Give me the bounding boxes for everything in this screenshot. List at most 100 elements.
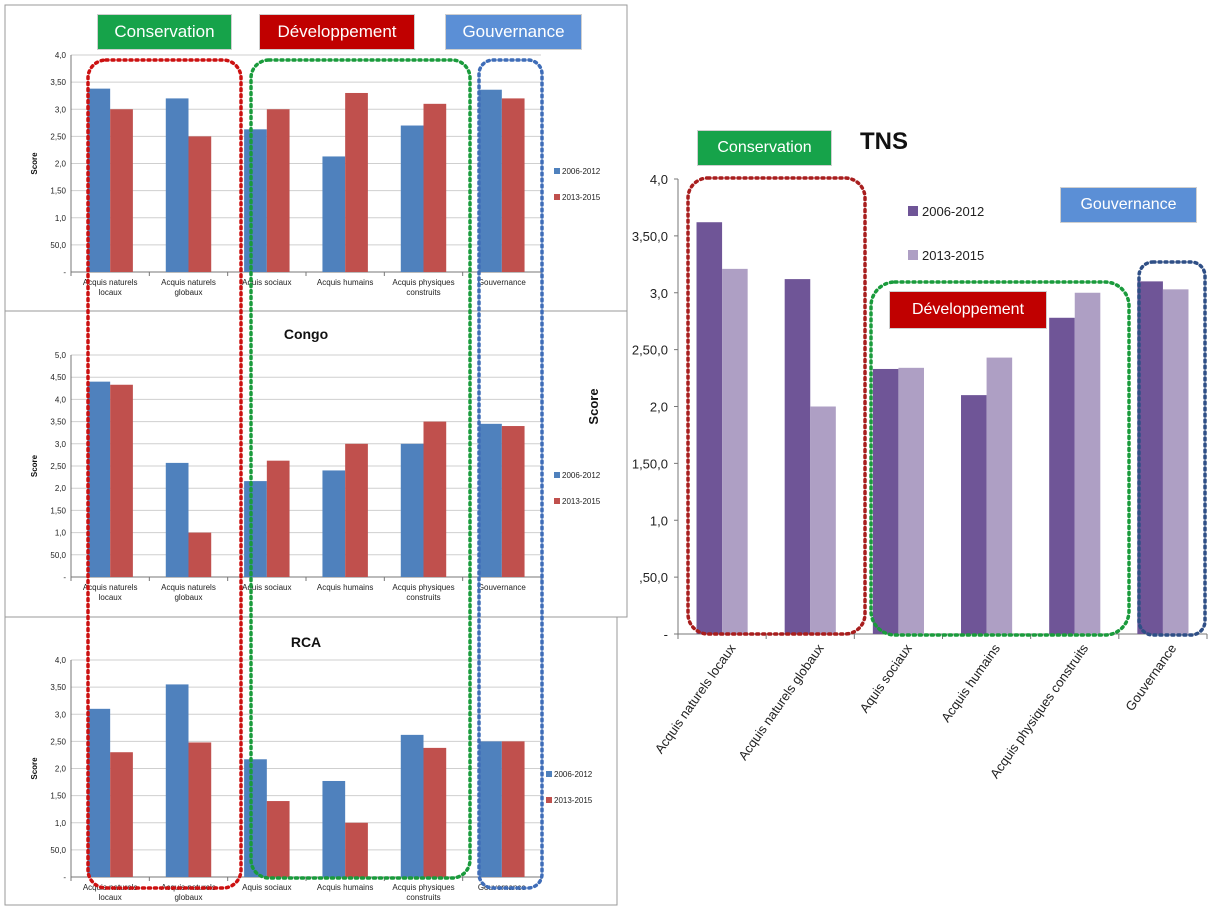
legend-label: 2013-2015	[562, 497, 601, 506]
y-tick-label: 4,50	[50, 373, 66, 382]
y-tick-label: -	[63, 573, 66, 582]
x-tick-label: Acquis humains	[317, 278, 373, 287]
y-tick-label: 3,50	[50, 683, 66, 692]
x-tick-label: Acquis humains	[317, 883, 373, 892]
y-tick-label: 3,50,0	[632, 229, 668, 244]
bar	[1137, 281, 1163, 634]
right-developpement-badge: Développement	[889, 291, 1047, 329]
dotted-box-gouvernance-right	[1137, 260, 1207, 637]
legend-swatch	[546, 797, 552, 803]
x-tick-label: locaux	[99, 893, 122, 902]
chart-title: Congo	[284, 326, 328, 342]
y-tick-label: 1,50,0	[632, 456, 668, 471]
x-tick-label: Acquis humains	[938, 641, 1003, 725]
x-tick-label: Gouvernance	[478, 583, 527, 592]
bar	[1162, 289, 1189, 634]
y-tick-label: 4,0	[55, 51, 67, 60]
y-tick-label: 2,50	[50, 737, 66, 746]
y-tick-label: 4,0	[55, 395, 67, 404]
bar	[1074, 292, 1101, 634]
bar	[961, 395, 987, 634]
left-gouvernance-badge: Gouvernance	[445, 14, 582, 50]
bar	[479, 741, 502, 877]
y-axis-label: Score	[30, 152, 39, 175]
x-tick-label: Acquis physiques	[392, 883, 454, 892]
y-tick-label: 50,0	[50, 846, 66, 855]
right-gouvernance-badge: Gouvernance	[1060, 187, 1197, 223]
dotted-box-gouvernance-left	[477, 58, 544, 890]
y-tick-label: -	[63, 873, 66, 882]
bar	[479, 423, 502, 577]
dotted-box-conservation-left	[86, 58, 243, 890]
bar	[400, 443, 424, 577]
x-tick-label: Acquis naturels	[83, 583, 138, 592]
x-tick-label: globaux	[174, 593, 202, 602]
y-tick-label: 1,0	[55, 819, 67, 828]
y-axis-label: Score	[586, 388, 601, 424]
y-tick-label: 5,0	[55, 351, 67, 360]
right-conservation-badge: Conservation	[697, 130, 832, 166]
x-tick-label: Acquis naturels	[161, 583, 216, 592]
bar	[722, 268, 748, 634]
x-tick-label: locaux	[99, 593, 122, 602]
bar	[345, 443, 368, 577]
x-tick-label: Acquis physiques construits	[987, 641, 1092, 781]
bar	[110, 384, 133, 577]
x-tick-label: locaux	[99, 288, 122, 297]
bar	[322, 470, 346, 577]
y-tick-label: 4,0	[55, 656, 67, 665]
bar	[322, 780, 346, 877]
chart-2: - 50,0 1,0 1,50 2,0 2,50 3,0 3,50 4,0 Score Acquis…	[30, 634, 593, 902]
bar	[244, 129, 267, 272]
bar	[266, 109, 290, 272]
tns-chart-title: TNS	[860, 128, 908, 155]
bar	[87, 88, 111, 272]
y-tick-label: -	[664, 627, 668, 642]
x-tick-label: globaux	[174, 893, 202, 902]
bar	[165, 462, 189, 577]
x-tick-label: Acquis physiques	[392, 583, 454, 592]
bar	[188, 136, 212, 272]
bar	[87, 708, 111, 877]
y-tick-label: 3,0	[55, 440, 67, 449]
legend-label: 2006-2012	[562, 471, 601, 480]
legend-label: 2013-2015	[562, 193, 601, 202]
x-tick-label: Acquis humains	[317, 583, 373, 592]
y-tick-label: 1,0	[55, 529, 67, 538]
bar	[423, 103, 447, 272]
legend-swatch	[908, 250, 918, 260]
x-tick-label: Gouvernance	[1122, 641, 1179, 714]
x-tick-label: construits	[406, 593, 440, 602]
bar	[423, 421, 447, 577]
y-axis-label: Score	[30, 757, 39, 780]
legend-label: 2006-2012	[922, 204, 984, 219]
bar	[872, 368, 899, 634]
x-tick-label: construits	[406, 288, 440, 297]
left-developpement-badge: Développement	[259, 14, 415, 50]
y-tick-label: 2,0	[55, 160, 67, 169]
x-tick-label: Acquis naturels	[161, 278, 216, 287]
y-tick-label: 1,0	[650, 513, 668, 528]
x-tick-label: Aquis sociaux	[242, 278, 291, 287]
x-tick-label: Aquis sociaux	[857, 641, 916, 716]
bar	[696, 222, 723, 634]
bar	[810, 406, 836, 634]
x-tick-label: Acquis naturels	[161, 883, 216, 892]
bar	[423, 747, 447, 877]
y-tick-label: 50,0	[50, 551, 66, 560]
bar	[1049, 317, 1075, 634]
x-tick-label: Acquis naturels locaux	[652, 641, 739, 757]
y-tick-label: -	[63, 268, 66, 277]
y-tick-label: 1,50	[50, 792, 66, 801]
bar	[898, 367, 924, 634]
bar	[165, 684, 189, 877]
y-tick-label: 2,0	[650, 400, 668, 415]
y-tick-label: ,50,0	[639, 570, 668, 585]
bar	[501, 426, 525, 577]
legend-swatch	[554, 472, 560, 478]
legend-label: 2013-2015	[922, 248, 984, 263]
bar	[400, 125, 424, 273]
legend-swatch	[554, 498, 560, 504]
